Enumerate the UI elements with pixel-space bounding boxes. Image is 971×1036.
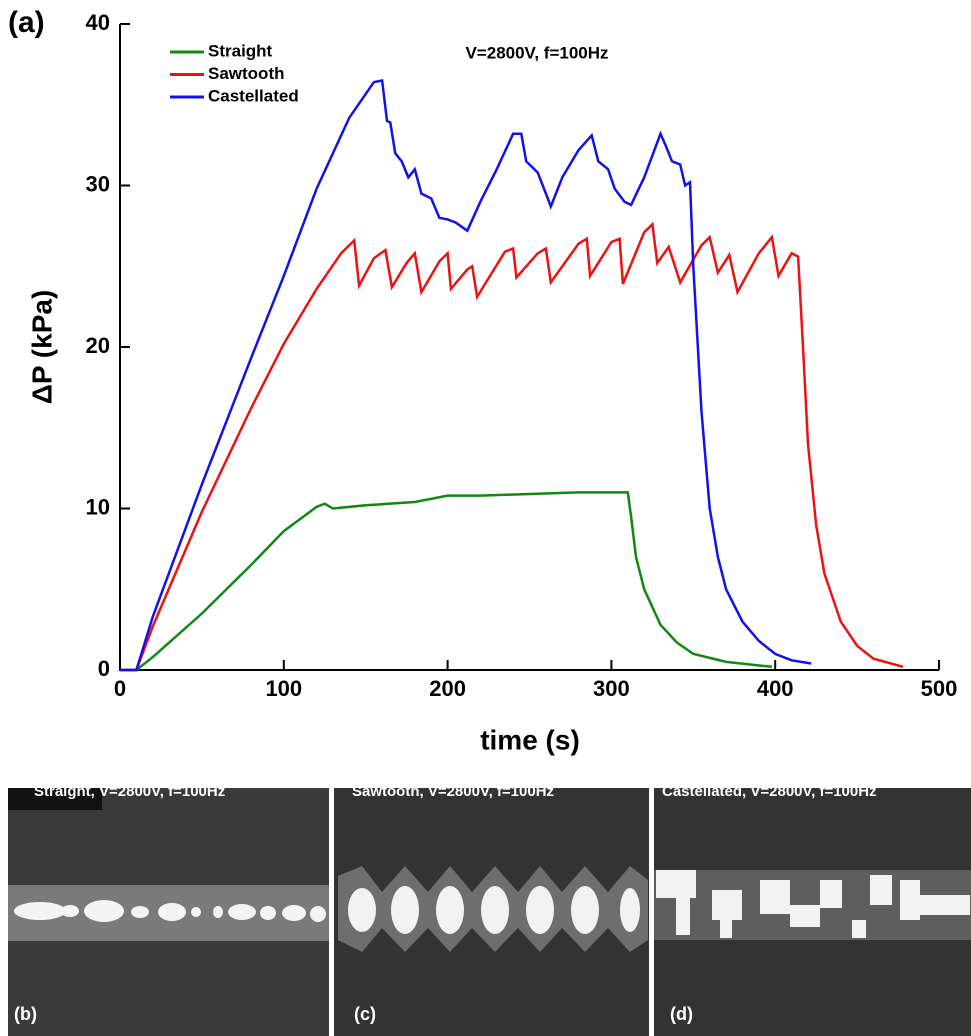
y-axis-label: ΔP (kPa) [26,290,57,405]
data-line [120,491,773,672]
data-line [120,221,904,672]
y-tick-label: 20 [86,333,110,358]
plasma [14,900,326,922]
y-tick-label: 10 [86,494,110,519]
y-tick-label: 40 [86,10,110,35]
y-tick-label: 0 [98,656,110,681]
legend-label: Sawtooth [208,64,285,83]
panel-caption: Straight, V=2800V, f=100Hz [34,783,225,800]
caption-bg [8,788,102,810]
chart-title: V=2800V, f=100Hz [465,43,608,62]
plasma [656,870,970,938]
panel-label: (a) [8,6,45,39]
x-tick-label: 100 [265,676,302,701]
image-panels [8,788,971,1036]
y-tick-label: 30 [86,171,110,196]
data-line [120,79,812,672]
panel-label: (d) [670,1004,693,1024]
panel-label: (b) [14,1004,37,1024]
x-axis-label: time (s) [480,724,580,755]
plasma [348,886,640,934]
x-tick-label: 500 [921,676,958,701]
x-tick-label: 200 [429,676,466,701]
legend-label: Castellated [208,86,299,105]
x-tick-label: 0 [114,676,126,701]
panel-caption: Sawtooth, V=2800V, f=100Hz [352,783,554,800]
legend-label: Straight [208,41,273,60]
x-tick-label: 400 [757,676,794,701]
panel-label: (c) [354,1004,376,1024]
panel-caption: Castellated, V=2800V, f=100Hz [662,783,877,800]
x-tick-label: 300 [593,676,630,701]
